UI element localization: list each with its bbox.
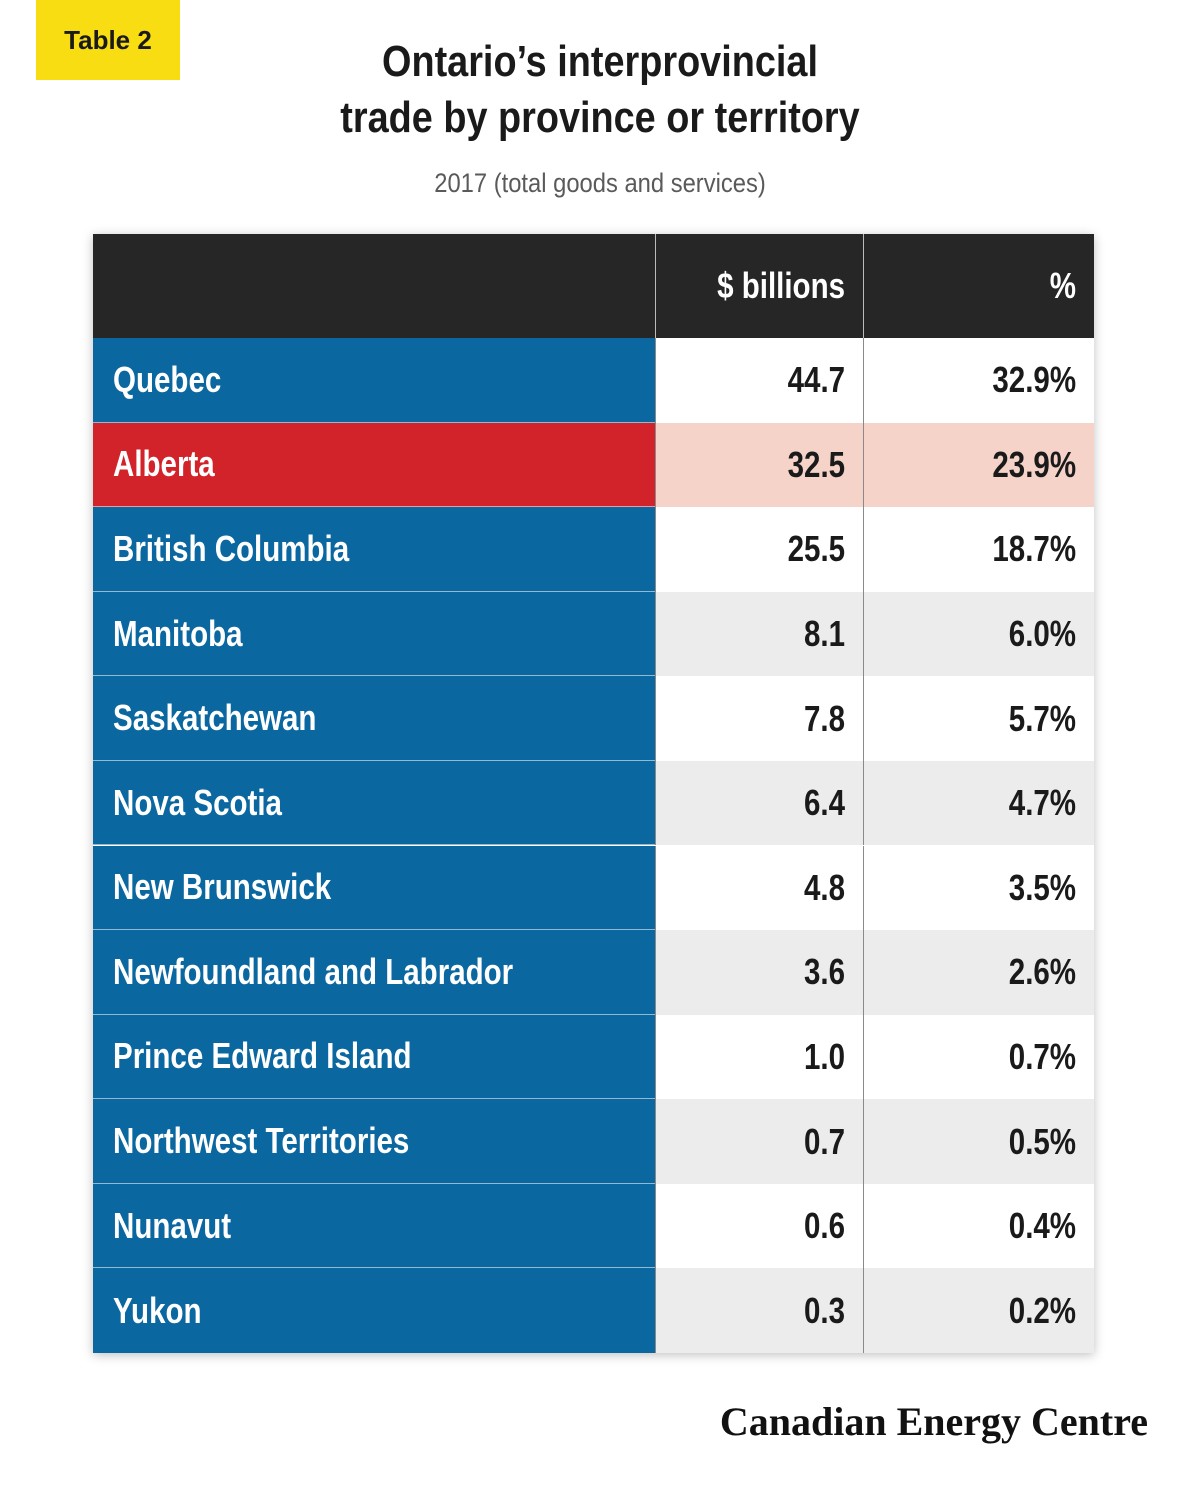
percent-cell: 5.7% — [863, 676, 1094, 761]
province-name-cell: Yukon — [93, 1268, 655, 1353]
percent-value: 6.0% — [1008, 613, 1076, 655]
billions-cell: 0.3 — [655, 1268, 863, 1353]
province-name: Northwest Territories — [113, 1120, 410, 1162]
province-name-cell: British Columbia — [93, 507, 655, 592]
header-billions-cell: $ billions — [655, 234, 863, 338]
province-name: Yukon — [113, 1289, 202, 1331]
billions-value: 44.7 — [787, 359, 845, 401]
billions-value: 25.5 — [787, 528, 845, 570]
province-name-cell: Northwest Territories — [93, 1099, 655, 1184]
province-name-cell: New Brunswick — [93, 845, 655, 931]
percent-value: 0.5% — [1008, 1120, 1076, 1162]
table-number-badge: Table 2 — [36, 0, 180, 80]
table-row: Nunavut 0.6 0.4% — [93, 1183, 1094, 1269]
billions-value: 0.3 — [803, 1289, 845, 1331]
billions-cell: 0.7 — [655, 1099, 863, 1184]
billions-value: 7.8 — [803, 697, 845, 739]
percent-value: 4.7% — [1008, 782, 1076, 824]
percent-cell: 18.7% — [863, 507, 1094, 592]
percent-value: 23.9% — [992, 443, 1076, 485]
percent-cell: 0.4% — [863, 1183, 1094, 1269]
province-name: Nunavut — [113, 1204, 232, 1246]
province-name: Alberta — [113, 443, 215, 485]
billions-value: 32.5 — [787, 443, 845, 485]
canadian-energy-centre-logo: Canadian Energy Centre — [719, 1399, 1148, 1444]
table-row: Newfoundland and Labrador 3.6 2.6% — [93, 930, 1094, 1015]
province-name: British Columbia — [113, 527, 350, 569]
percent-cell: 2.6% — [863, 930, 1094, 1015]
billions-cell: 32.5 — [655, 422, 863, 508]
table-row: New Brunswick 4.8 3.5% — [93, 845, 1094, 931]
percent-cell: 3.5% — [863, 845, 1094, 931]
billions-value: 0.7 — [803, 1120, 845, 1162]
billions-value: 0.6 — [803, 1205, 845, 1247]
billions-value: 8.1 — [803, 613, 845, 655]
header-percent-cell: % — [863, 234, 1094, 338]
province-name-cell: Newfoundland and Labrador — [93, 930, 655, 1015]
province-name-cell: Prince Edward Island — [93, 1014, 655, 1100]
province-name: Prince Edward Island — [113, 1035, 412, 1077]
percent-cell: 23.9% — [863, 422, 1094, 508]
percent-value: 2.6% — [1008, 951, 1076, 993]
percent-value: 3.5% — [1008, 866, 1076, 908]
table-row: Saskatchewan 7.8 5.7% — [93, 676, 1094, 761]
percent-cell: 0.2% — [863, 1268, 1094, 1353]
table-row: Prince Edward Island 1.0 0.7% — [93, 1014, 1094, 1100]
billions-cell: 44.7 — [655, 338, 863, 423]
province-name: Manitoba — [113, 612, 243, 654]
billions-value: 1.0 — [803, 1035, 845, 1077]
percent-cell: 4.7% — [863, 760, 1094, 846]
billions-cell: 1.0 — [655, 1014, 863, 1100]
table-row: Alberta 32.5 23.9% — [93, 422, 1094, 508]
province-name-cell: Nova Scotia — [93, 760, 655, 846]
province-name-cell: Alberta — [93, 422, 655, 508]
province-name-cell: Manitoba — [93, 591, 655, 677]
trade-table: $ billions % Quebec 44.7 32.9% Alberta 32.5 2… — [93, 234, 1094, 1353]
percent-cell: 6.0% — [863, 591, 1094, 677]
table-header-row: $ billions % — [93, 234, 1094, 338]
title-line-2: trade by province or territory — [340, 93, 860, 142]
billions-value: 3.6 — [803, 951, 845, 993]
percent-value: 18.7% — [992, 528, 1076, 570]
title-line-1: Ontario’s interprovincial — [382, 37, 818, 86]
chart-title: Ontario’s interprovincial trade by provi… — [299, 34, 901, 146]
percent-value: 32.9% — [992, 359, 1076, 401]
percent-value: 0.2% — [1008, 1289, 1076, 1331]
billions-cell: 3.6 — [655, 930, 863, 1015]
province-name-cell: Nunavut — [93, 1183, 655, 1269]
table-row: Nova Scotia 6.4 4.7% — [93, 760, 1094, 846]
billions-cell: 7.8 — [655, 676, 863, 761]
province-name: New Brunswick — [113, 866, 332, 908]
province-name: Nova Scotia — [113, 781, 282, 823]
province-name-cell: Saskatchewan — [93, 676, 655, 761]
chart-subtitle: 2017 (total goods and services) — [434, 168, 766, 198]
billions-value: 6.4 — [803, 782, 845, 824]
table-row: Manitoba 8.1 6.0% — [93, 591, 1094, 677]
province-name: Newfoundland and Labrador — [113, 950, 514, 992]
percent-cell: 32.9% — [863, 338, 1094, 423]
province-name-cell: Quebec — [93, 338, 655, 423]
billions-cell: 25.5 — [655, 507, 863, 592]
table-row: Northwest Territories 0.7 0.5% — [93, 1099, 1094, 1184]
table-row: Yukon 0.3 0.2% — [93, 1268, 1094, 1353]
table-row: Quebec 44.7 32.9% — [93, 338, 1094, 423]
table-row: British Columbia 25.5 18.7% — [93, 507, 1094, 592]
billions-cell: 6.4 — [655, 760, 863, 846]
header-name-cell — [93, 234, 655, 338]
billions-cell: 0.6 — [655, 1183, 863, 1269]
percent-value: 5.7% — [1008, 697, 1076, 739]
billions-cell: 4.8 — [655, 845, 863, 931]
percent-value: 0.4% — [1008, 1205, 1076, 1247]
billions-cell: 8.1 — [655, 591, 863, 677]
header-percent-label: % — [1049, 265, 1076, 306]
percent-value: 0.7% — [1008, 1035, 1076, 1077]
province-name: Quebec — [113, 358, 222, 400]
percent-cell: 0.7% — [863, 1014, 1094, 1100]
province-name: Saskatchewan — [113, 697, 317, 739]
header-billions-label: $ billions — [717, 265, 845, 306]
billions-value: 4.8 — [803, 866, 845, 908]
percent-cell: 0.5% — [863, 1099, 1094, 1184]
